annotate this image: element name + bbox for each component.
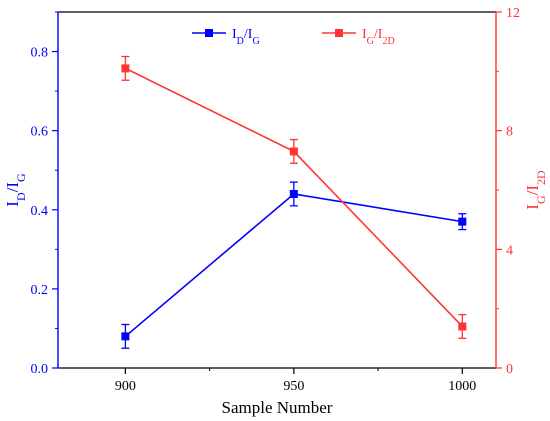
series-line-0	[124, 193, 463, 337]
y-left-tick-label: 0.0	[31, 362, 49, 377]
legend: ID/IG IG/I2D	[192, 27, 395, 47]
data-point	[289, 147, 298, 156]
axes: 900 950 1000 0.0 0.2 0.4 0.6 0.8 0 4 8 12	[31, 6, 521, 394]
data-point	[289, 189, 298, 198]
data-point	[458, 217, 467, 226]
y-left-tick-label: 0.4	[31, 204, 49, 219]
y-right-tick-label: 8	[506, 125, 513, 140]
legend-label: ID/IG	[232, 27, 260, 47]
legend-marker	[205, 29, 213, 37]
x-tick-label: 1000	[448, 379, 476, 394]
data-point	[121, 332, 130, 341]
y-left-tick-label: 0.2	[31, 283, 49, 298]
y-right-tick-label: 0	[506, 362, 513, 377]
legend-label: IG/I2D	[362, 27, 395, 47]
y-left-axis-title: ID/IG	[3, 173, 28, 207]
data-point	[458, 322, 467, 331]
y-right-tick-label: 12	[506, 6, 520, 21]
y-right-axis-title: IG/I2D	[523, 170, 548, 210]
x-axis-title: Sample Number	[222, 398, 333, 417]
axis-titles: Sample Number ID/IG IG/I2D	[3, 170, 548, 417]
data-point	[121, 64, 130, 73]
x-tick-label: 950	[283, 379, 304, 394]
y-left-tick-label: 0.6	[31, 125, 49, 140]
series-layer	[121, 55, 467, 349]
y-right-tick-label: 4	[506, 243, 513, 258]
x-tick-label: 900	[115, 379, 136, 394]
legend-marker	[335, 29, 343, 37]
y-left-tick-label: 0.8	[31, 46, 49, 61]
